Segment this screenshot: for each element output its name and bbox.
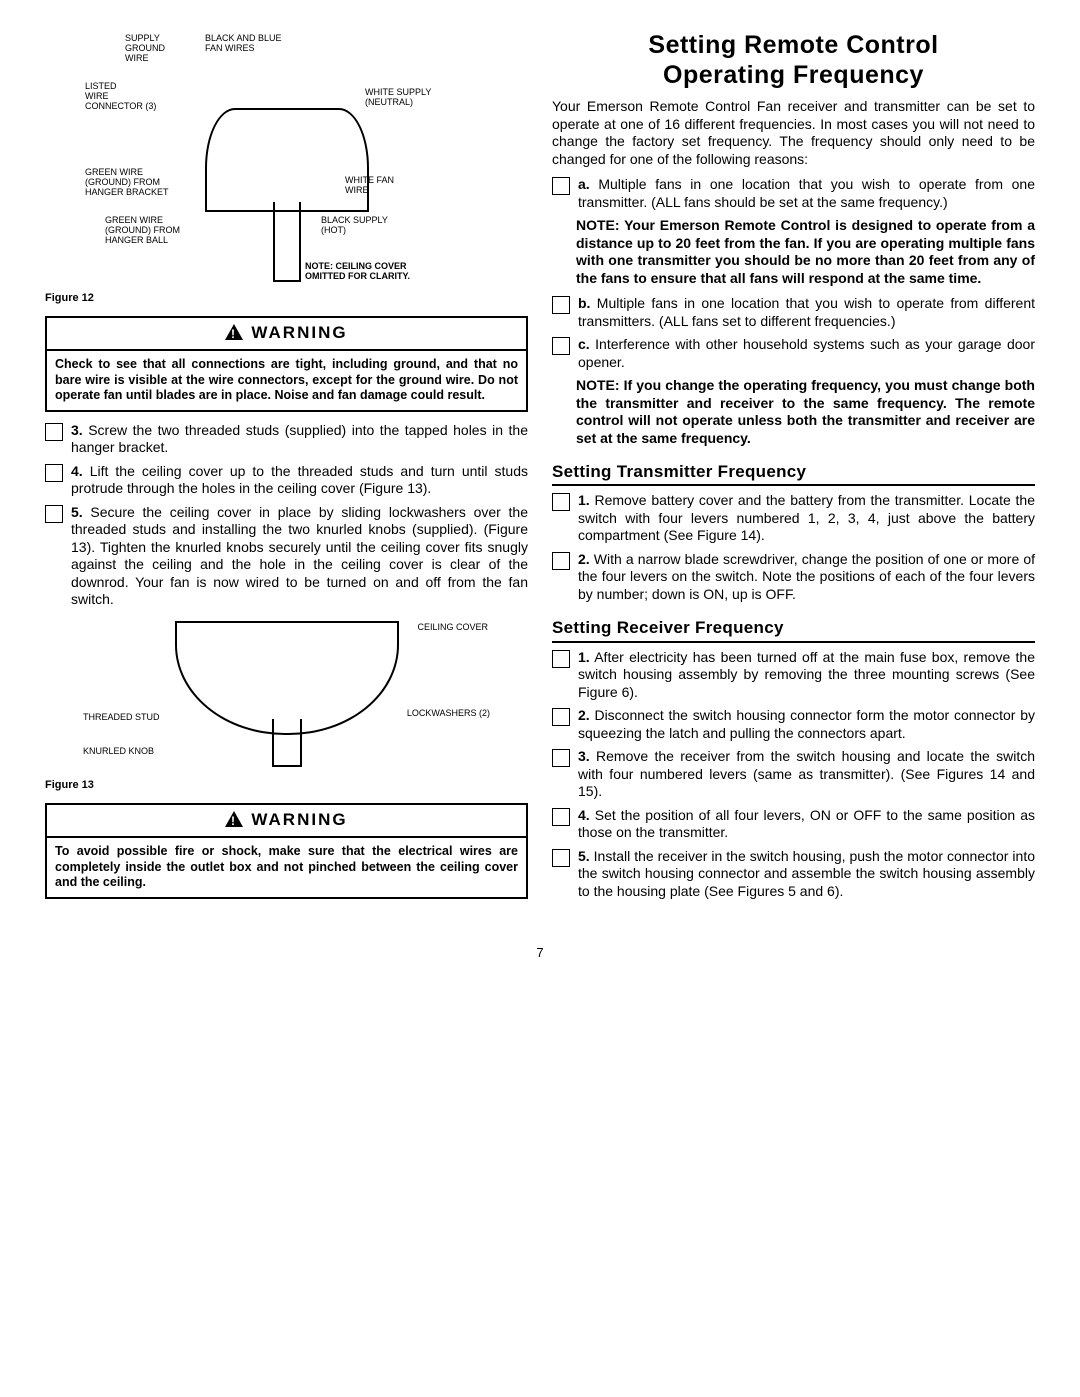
page-number: 7 xyxy=(45,945,1035,961)
reason-b: b. Multiple fans in one location that yo… xyxy=(552,295,1035,330)
transmitter-step-1: 1. Remove battery cover and the battery … xyxy=(552,492,1035,545)
figure-13-caption: Figure 13 xyxy=(45,779,528,793)
left-step-5: 5. Secure the ceiling cover in place by … xyxy=(45,504,528,609)
checkbox-icon[interactable] xyxy=(552,493,570,511)
receiver-step-5: 5. Install the receiver in the switch ho… xyxy=(552,848,1035,901)
figure-12-caption: Figure 12 xyxy=(45,292,528,306)
left-step-3: 3. Screw the two threaded studs (supplie… xyxy=(45,422,528,457)
warning-2-body: To avoid possible fire or shock, make su… xyxy=(47,838,526,897)
label-black-supply-hot: BLACK SUPPLY(HOT) xyxy=(321,216,388,236)
receiver-step-2: 2. Disconnect the switch housing connect… xyxy=(552,707,1035,742)
transmitter-heading: Setting Transmitter Frequency xyxy=(552,461,1035,486)
left-step-4: 4. Lift the ceiling cover up to the thre… xyxy=(45,463,528,498)
warning-box-1: ! WARNING Check to see that all connecti… xyxy=(45,316,528,412)
checkbox-icon[interactable] xyxy=(552,849,570,867)
reason-a: a. Multiple fans in one location that yo… xyxy=(552,176,1035,211)
warning-triangle-icon: ! xyxy=(225,811,243,832)
main-title: Setting Remote ControlOperating Frequenc… xyxy=(552,30,1035,90)
intro-paragraph: Your Emerson Remote Control Fan receiver… xyxy=(552,98,1035,168)
warning-2-heading: ! WARNING xyxy=(47,805,526,838)
two-column-layout: SUPPLYGROUNDWIRE BLACK AND BLUEFAN WIRES… xyxy=(45,30,1035,909)
label-white-supply-neutral: WHITE SUPPLY(NEUTRAL) xyxy=(365,88,431,108)
receiver-heading: Setting Receiver Frequency xyxy=(552,617,1035,642)
checkbox-icon[interactable] xyxy=(45,505,63,523)
warning-triangle-icon: ! xyxy=(225,324,243,345)
note-distance: NOTE: Your Emerson Remote Control is des… xyxy=(552,217,1035,287)
checkbox-icon[interactable] xyxy=(552,552,570,570)
svg-text:!: ! xyxy=(231,814,237,827)
label-knurled-knob: KNURLED KNOB xyxy=(83,747,154,757)
note-both-freq: NOTE: If you change the operating freque… xyxy=(552,377,1035,447)
receiver-step-3: 3. Remove the receiver from the switch h… xyxy=(552,748,1035,801)
label-white-fan-wire: WHITE FANWIRE xyxy=(345,176,394,196)
checkbox-icon[interactable] xyxy=(552,749,570,767)
checkbox-icon[interactable] xyxy=(552,650,570,668)
checkbox-icon[interactable] xyxy=(45,423,63,441)
label-green-wire-bracket: GREEN WIRE(GROUND) FROMHANGER BRACKET xyxy=(85,168,169,198)
receiver-step-4: 4. Set the position of all four levers, … xyxy=(552,807,1035,842)
warning-1-body: Check to see that all connections are ti… xyxy=(47,351,526,410)
figure-12-diagram: SUPPLYGROUNDWIRE BLACK AND BLUEFAN WIRES… xyxy=(45,30,528,290)
checkbox-icon[interactable] xyxy=(552,177,570,195)
right-column: Setting Remote ControlOperating Frequenc… xyxy=(552,30,1035,909)
checkbox-icon[interactable] xyxy=(552,337,570,355)
reason-c: c. Interference with other household sys… xyxy=(552,336,1035,371)
label-threaded-stud: THREADED STUD xyxy=(83,713,160,723)
checkbox-icon[interactable] xyxy=(552,808,570,826)
label-ceiling-cover: CEILING COVER xyxy=(417,623,488,633)
transmitter-step-2: 2. With a narrow blade screwdriver, chan… xyxy=(552,551,1035,604)
checkbox-icon[interactable] xyxy=(552,296,570,314)
figure-13-diagram: CEILING COVER THREADED STUD LOCKWASHERS … xyxy=(45,617,528,777)
label-lockwashers: LOCKWASHERS (2) xyxy=(407,709,490,719)
label-listed-wire-connector: LISTEDWIRECONNECTOR (3) xyxy=(85,82,156,112)
label-black-blue-fan-wires: BLACK AND BLUEFAN WIRES xyxy=(205,34,282,54)
left-column: SUPPLYGROUNDWIRE BLACK AND BLUEFAN WIRES… xyxy=(45,30,528,909)
checkbox-icon[interactable] xyxy=(552,708,570,726)
label-supply-ground-wire: SUPPLYGROUNDWIRE xyxy=(125,34,165,64)
checkbox-icon[interactable] xyxy=(45,464,63,482)
warning-box-2: ! WARNING To avoid possible fire or shoc… xyxy=(45,803,528,899)
label-figure12-note: NOTE: CEILING COVEROMITTED FOR CLARITY. xyxy=(305,262,410,282)
warning-1-heading: ! WARNING xyxy=(47,318,526,351)
receiver-step-1: 1. After electricity has been turned off… xyxy=(552,649,1035,702)
svg-text:!: ! xyxy=(231,327,237,340)
label-green-wire-ball: GREEN WIRE(GROUND) FROMHANGER BALL xyxy=(105,216,180,246)
